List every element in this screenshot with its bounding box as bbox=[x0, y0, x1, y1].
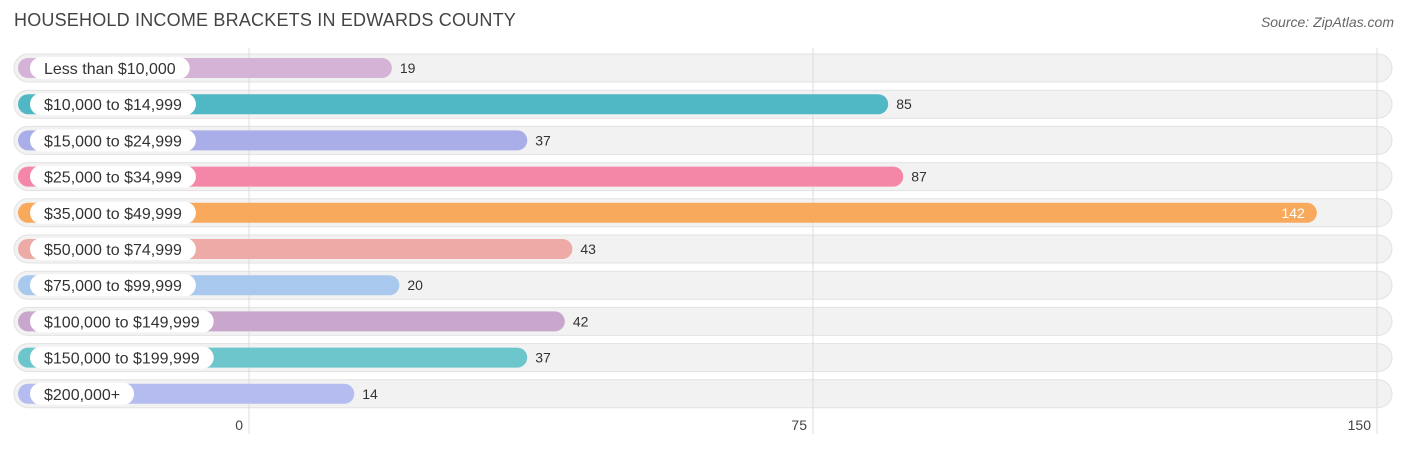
category-label: $50,000 to $74,999 bbox=[44, 242, 182, 259]
source-note: Source: ZipAtlas.com bbox=[1260, 14, 1394, 30]
x-tick-label: 150 bbox=[1348, 417, 1372, 433]
category-pill bbox=[30, 57, 190, 79]
value-label: 14 bbox=[362, 386, 378, 402]
bars-layer: Less than $10,000 19 $10,000 to $14,999 85 $… bbox=[18, 57, 1317, 405]
bar bbox=[18, 166, 904, 187]
category-pill bbox=[30, 310, 214, 333]
x-tick-label: 75 bbox=[791, 417, 807, 433]
value-label: 87 bbox=[911, 169, 927, 185]
category-label: $35,000 to $49,999 bbox=[44, 206, 182, 223]
category-pill bbox=[30, 201, 196, 224]
category-pill bbox=[30, 129, 196, 152]
row-background bbox=[13, 379, 1393, 409]
category-pill bbox=[30, 93, 196, 116]
x-tick-label: 0 bbox=[235, 417, 243, 433]
category-label: $150,000 to $199,999 bbox=[44, 351, 200, 368]
value-label: 142 bbox=[1281, 205, 1305, 221]
category-pill bbox=[30, 238, 196, 260]
value-label: 42 bbox=[573, 313, 589, 329]
category-pill bbox=[30, 274, 196, 297]
category-label: $25,000 to $34,999 bbox=[44, 170, 182, 187]
value-label: 20 bbox=[407, 277, 423, 293]
category-label: Less than $10,000 bbox=[44, 61, 176, 78]
category-label: $75,000 to $99,999 bbox=[44, 278, 182, 295]
tick-labels: 0 75 150 bbox=[235, 417, 1371, 433]
value-label: 43 bbox=[580, 241, 596, 257]
value-label: 19 bbox=[400, 60, 416, 76]
value-label: 85 bbox=[896, 96, 912, 112]
category-label: $100,000 to $149,999 bbox=[44, 314, 200, 331]
category-pill bbox=[30, 165, 196, 188]
value-label: 37 bbox=[535, 350, 551, 366]
chart-title: HOUSEHOLD INCOME BRACKETS IN EDWARDS COU… bbox=[14, 10, 516, 30]
category-label: $10,000 to $14,999 bbox=[44, 97, 182, 114]
category-label: $15,000 to $24,999 bbox=[44, 133, 182, 150]
bar bbox=[18, 202, 1317, 223]
category-label: $200,000+ bbox=[44, 387, 120, 404]
bar bbox=[18, 94, 889, 115]
value-label: 37 bbox=[535, 132, 551, 148]
category-pill bbox=[30, 346, 214, 369]
category-pill bbox=[30, 382, 135, 405]
